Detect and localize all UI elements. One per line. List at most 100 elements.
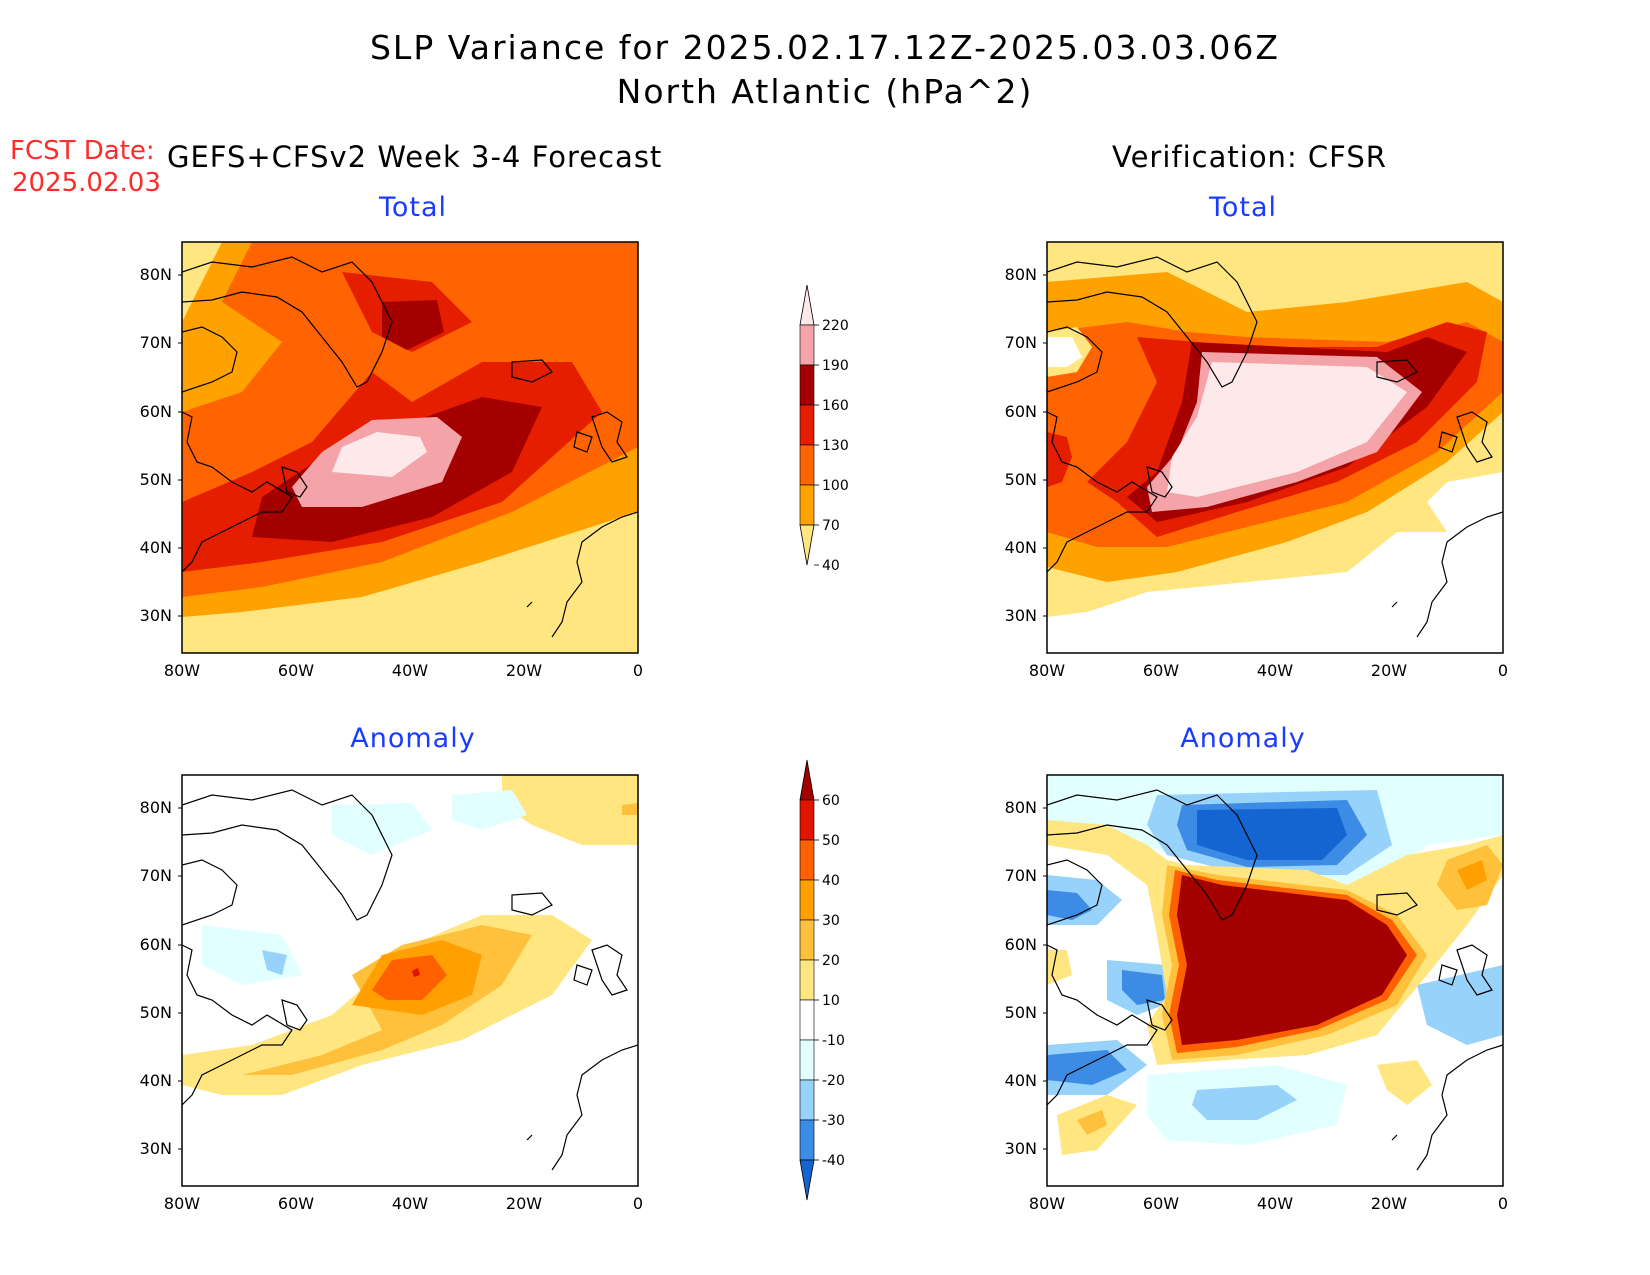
lon-axis: 80W 60W 40W 20W 0 [164,1194,643,1213]
colorbar-label: 10 [822,993,840,1009]
lon-label: 60W [1143,1194,1179,1213]
lat-label: 60N [1005,402,1037,421]
colorbar-swatch [799,1079,815,1121]
lat-label: 50N [1005,470,1037,489]
lon-label: 80W [1029,1194,1065,1213]
colorbar-label: 40 [822,558,840,574]
colorbar-label: 20 [822,953,840,969]
lon-label: 0 [1498,1194,1508,1213]
lat-label: 30N [1005,1139,1037,1158]
lat-label: 50N [140,470,172,489]
main-subtitle: North Atlantic (hPa^2) [616,72,1034,111]
lon-label: 40W [392,661,428,680]
lat-label: 80N [1005,265,1037,284]
lon-label: 40W [392,1194,428,1213]
colorbar-label: 220 [822,318,849,334]
lon-axis: 80W 60W 40W 20W 0 [1029,661,1508,680]
lon-label: 20W [1371,1194,1407,1213]
lat-label: 80N [140,265,172,284]
lat-label: 60N [140,935,172,954]
lat-label: 60N [140,402,172,421]
colorbar-label: -30 [822,1113,845,1129]
lat-label: 70N [140,333,172,352]
colorbar-label: 40 [822,873,840,889]
panel-title-total-forecast: Total [378,192,448,223]
lon-label: 80W [164,661,200,680]
colorbar-label: 100 [822,478,849,494]
map-total-forecast: 30N 40N 50N 60N 70N 80N 80W 60W 40W 20W … [140,241,643,680]
lat-label: 50N [140,1003,172,1022]
lon-label: 60W [1143,661,1179,680]
verification-column-title: Verification: CFSR [1112,140,1387,174]
panel-title-total-verification: Total [1208,192,1278,223]
colorbar-swatch [799,324,815,366]
colorbar-swatch [799,959,815,1001]
lat-axis: 30N 40N 50N 60N 70N 80N [1005,798,1047,1158]
map-anomaly-forecast: 30N 40N 50N 60N 70N 80N 80W 60W 40W 20W … [140,774,643,1213]
colorbar-label: 190 [822,358,849,374]
colorbar-label: -40 [822,1153,845,1169]
lat-axis: 30N 40N 50N 60N 70N 80N [140,798,182,1158]
colorbar-label: -10 [822,1033,845,1049]
lat-label: 70N [1005,866,1037,885]
colorbar-swatch [799,1159,815,1201]
colorbar-swatch [799,1039,815,1081]
lat-axis: 30N 40N 50N 60N 70N 80N [1005,265,1047,625]
lat-label: 80N [1005,798,1037,817]
colorbar-label: 130 [822,438,849,454]
map-total-verification: 30N 40N 50N 60N 70N 80N 80W 60W 40W 20W … [1005,241,1508,680]
panel-title-anomaly-verification: Anomaly [1180,723,1306,754]
colorbar-swatch [799,999,815,1041]
colorbar-swatch [799,839,815,881]
lon-axis: 80W 60W 40W 20W 0 [164,661,643,680]
lon-label: 80W [1029,661,1065,680]
lat-label: 30N [140,606,172,625]
lat-label: 80N [140,798,172,817]
lat-label: 40N [1005,1071,1037,1090]
lon-axis: 80W 60W 40W 20W 0 [1029,1194,1508,1213]
colorbar-swatch [799,759,815,801]
lon-label: 0 [633,1194,643,1213]
lat-label: 70N [1005,333,1037,352]
lon-label: 40W [1257,1194,1293,1213]
lon-label: 0 [1498,661,1508,680]
lat-axis: 30N 40N 50N 60N 70N 80N [140,265,182,625]
colorbar-swatch [799,444,815,486]
colorbar-label: 70 [822,518,840,534]
colorbar-label: 160 [822,398,849,414]
main-title: SLP Variance for 2025.02.17.12Z-2025.03.… [369,28,1281,67]
lon-label: 20W [1371,661,1407,680]
colorbar-label: 30 [822,913,840,929]
lat-label: 50N [1005,1003,1037,1022]
lat-label: 30N [1005,606,1037,625]
colorbar-swatch [799,484,815,526]
lon-label: 20W [506,661,542,680]
lon-label: 0 [633,661,643,680]
lon-label: 40W [1257,661,1293,680]
colorbar-label: 60 [822,793,840,809]
lat-label: 40N [140,1071,172,1090]
colorbar-total: 220 190 160 130 100 70 40 [799,285,849,574]
lat-label: 60N [1005,935,1037,954]
colorbar-swatch [799,404,815,446]
colorbar-label: 50 [822,833,840,849]
colorbar-swatch [799,919,815,961]
lat-label: 70N [140,866,172,885]
colorbar-swatch [799,524,815,566]
colorbar-swatch [799,799,815,841]
lat-label: 40N [140,538,172,557]
colorbar-label: -20 [822,1073,845,1089]
colorbar-anomaly: 60 50 40 30 20 10 -10 -20 -30 -40 [799,759,845,1201]
lat-label: 40N [1005,538,1037,557]
lat-label: 30N [140,1139,172,1158]
map-anomaly-verification: 30N 40N 50N 60N 70N 80N 80W 60W 40W 20W … [1005,774,1508,1213]
lon-label: 80W [164,1194,200,1213]
forecast-column-title: GEFS+CFSv2 Week 3-4 Forecast [167,140,663,174]
fcst-date-value: 2025.02.03 [12,168,161,198]
colorbar-swatch [799,285,815,326]
colorbar-swatch [799,879,815,921]
colorbar-swatch [799,1119,815,1161]
colorbar-swatch [799,364,815,406]
lon-label: 20W [506,1194,542,1213]
fcst-date-label: FCST Date: [10,136,155,166]
